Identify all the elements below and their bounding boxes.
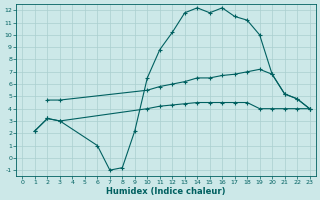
X-axis label: Humidex (Indice chaleur): Humidex (Indice chaleur): [106, 187, 226, 196]
